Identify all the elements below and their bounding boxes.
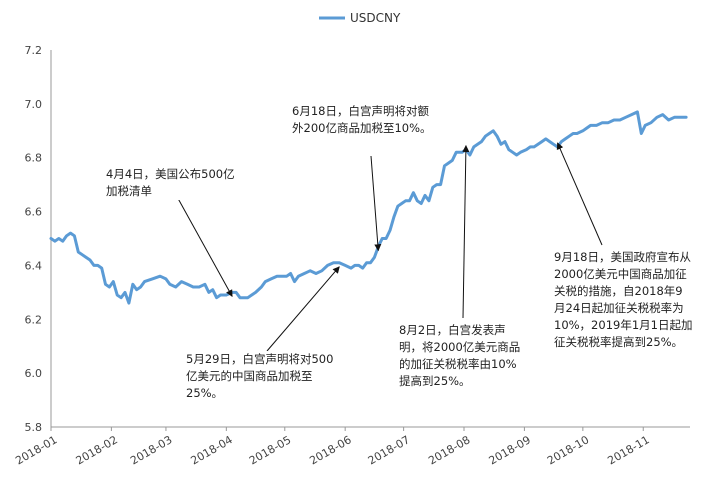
y-tick-label: 6.0 — [25, 367, 43, 380]
series-layer — [49, 110, 688, 305]
y-tick-label: 6.4 — [25, 259, 43, 272]
x-tick-label: 2018-03 — [128, 433, 174, 467]
y-tick-label: 6.2 — [25, 313, 43, 326]
x-tick-label: 2018-07 — [366, 433, 412, 467]
series-line-usdcny — [49, 110, 688, 305]
y-tick-label: 6.6 — [25, 206, 43, 219]
annotation-september-18: 9月18日，美国政府宣布从2000亿美元中国商品加征关税的措施，自2018年9月… — [554, 249, 694, 351]
x-tick-label: 2018-10 — [545, 433, 591, 467]
annotation-april-4: 4月4日，美国公布500亿加税清单 — [106, 166, 242, 200]
annotation-arrows — [174, 142, 603, 352]
annotation-arrow — [174, 192, 233, 297]
annotation-june-18: 6月18日，白宫声明将对额外200亿商品加税至10%。 — [292, 103, 432, 137]
annotation-august-2: 8月2日，白宫发表声明，将2000亿美元商品的加征关税税率由10%提高到25%。 — [399, 322, 527, 390]
x-tick-label: 2018-11 — [605, 433, 651, 467]
legend: USDCNY — [319, 11, 401, 25]
x-tick-label: 2018-06 — [307, 433, 353, 467]
annotation-arrow — [370, 155, 382, 252]
x-tick-label: 2018-05 — [247, 433, 293, 467]
x-tick-label: 2018-09 — [487, 433, 533, 467]
annotation-arrow — [266, 266, 340, 352]
annotation-may-29: 5月29日，白宫声明将对500亿美元的中国商品加税至25%。 — [186, 351, 336, 402]
annotation-arrow — [556, 142, 603, 246]
y-tick-label: 7.0 — [25, 98, 43, 111]
y-tick-label: 6.8 — [25, 152, 43, 165]
x-tick-label: 2018-04 — [189, 433, 235, 467]
x-tick-label: 2018-02 — [74, 433, 120, 467]
x-tick-label: 2018-08 — [426, 433, 472, 467]
y-tick-label: 5.8 — [25, 421, 43, 434]
annotation-arrow — [462, 144, 470, 319]
x-tick-label: 2018-01 — [13, 433, 59, 467]
legend-label: USDCNY — [350, 11, 401, 25]
y-tick-label: 7.2 — [25, 44, 43, 57]
